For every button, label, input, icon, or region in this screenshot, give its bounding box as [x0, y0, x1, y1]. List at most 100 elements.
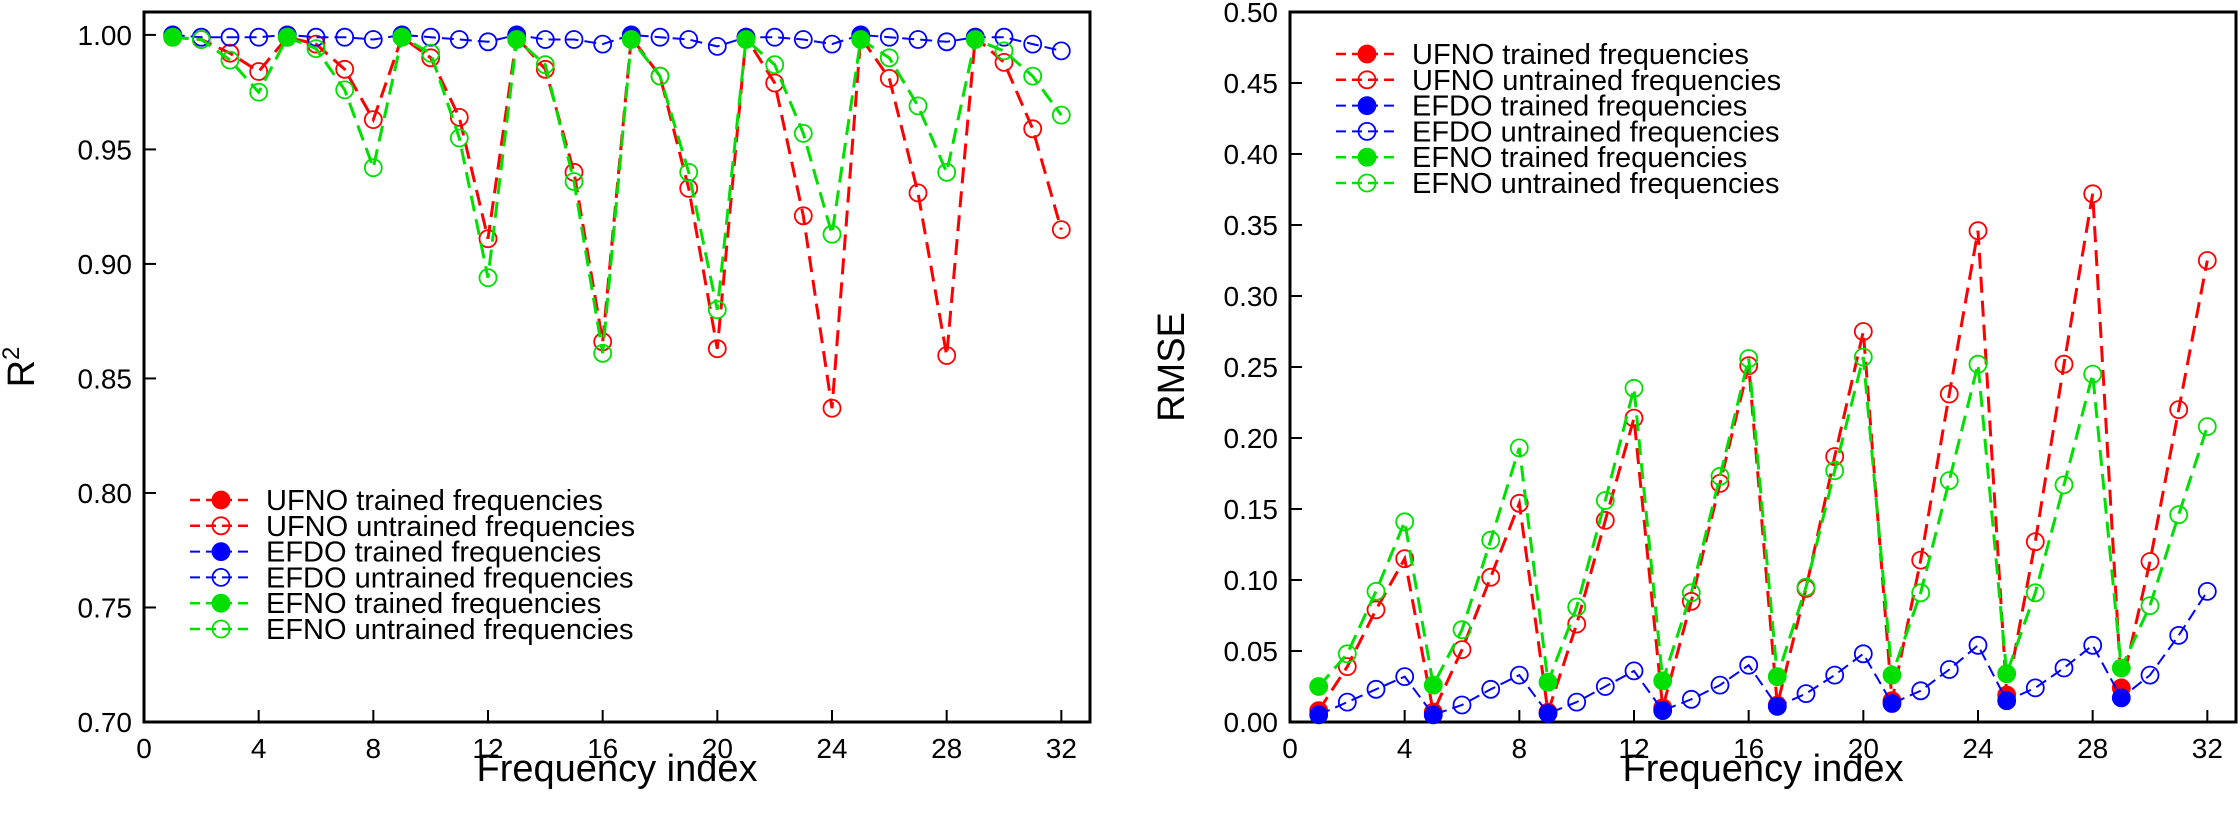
rmse-efno-trained-point: [1423, 675, 1443, 695]
rmse-legend-label: EFNO trained frequencies: [1412, 142, 1747, 174]
rmse-y-tick-label: 0.50: [1224, 0, 1279, 28]
rmse-ufno-untrained-point: [1509, 493, 1529, 513]
rmse-series: [1309, 184, 2217, 725]
rmse-legend-efno-untrained-marker: [1357, 173, 1377, 193]
r2-ufno-untrained-point: [707, 339, 727, 359]
rmse-ufno-untrained-point: [1624, 408, 1644, 428]
r2-y-tick-label: 0.85: [78, 363, 133, 394]
rmse-y-tick-label: 0.45: [1224, 68, 1279, 99]
rmse-efno-trained-point: [2111, 658, 2131, 678]
r2-efno-untrained-point: [650, 66, 670, 86]
rmse-y-tick-label: 0.20: [1224, 423, 1279, 454]
rmse-y-tick-label: 0.05: [1224, 636, 1279, 667]
r2-efno-untrained-point: [449, 128, 469, 148]
r2-ufno-untrained-point: [879, 69, 899, 88]
rmse-ufno-untrained-point: [1337, 657, 1357, 676]
r2-efno-untrained-point: [707, 300, 727, 320]
rmse-efdo-untrained-point: [1509, 665, 1529, 685]
rmse-y-tick-label: 0.35: [1224, 210, 1279, 241]
rmse-efno-untrained-point: [2054, 475, 2074, 495]
rmse-ufno-untrained-point: [1452, 640, 1472, 659]
r2-efno-trained-point: [507, 30, 527, 49]
rmse-efno-untrained-point: [1595, 491, 1615, 510]
r2-efno-untrained-point: [679, 162, 699, 182]
rmse-x-tick-label: 28: [2077, 733, 2108, 764]
r2-efno-untrained-point: [1023, 66, 1043, 86]
r2-legend-label: EFDO untrained frequencies: [266, 562, 634, 594]
rmse-ufno-untrained-point: [2083, 184, 2103, 204]
r2-legend-label: UFNO untrained frequencies: [266, 511, 635, 543]
r2-efdo-untrained-point: [249, 27, 269, 47]
rmse-efdo-trained-point: [1882, 694, 1902, 713]
r2-efdo-untrained-point: [765, 27, 785, 47]
r2-x-tick-label: 12: [472, 733, 503, 764]
r2-x-tick-label: 4: [251, 733, 267, 764]
rmse-efno-untrained-point: [1395, 512, 1415, 532]
r2-ufno-untrained-point: [937, 346, 957, 365]
rmse-efdo-untrained-point: [1739, 655, 1759, 675]
r2-efno-untrained-point: [822, 224, 842, 244]
rmse-y-tick-label: 0.00: [1224, 707, 1279, 738]
rmse-x-tick-label: 20: [1848, 733, 1879, 764]
r2-efdo-untrained-point: [650, 27, 670, 47]
r2-efdo-line: [172, 33, 1062, 52]
r2-legend-efdo-trained-marker: [211, 542, 231, 561]
rmse-efno-untrained-point: [1681, 583, 1701, 603]
rmse-y-tick-label: 0.40: [1224, 139, 1279, 170]
r2-ufno-untrained-point: [421, 48, 441, 68]
rmse-efno-untrained-point: [1710, 466, 1730, 486]
r2-efdo-untrained-point: [1023, 34, 1043, 54]
rmse-efdo-untrained-point: [2054, 658, 2074, 678]
r2-ufno-untrained-point: [249, 62, 269, 81]
r2-legend-efno-untrained-marker: [211, 619, 231, 639]
r2-efno-untrained-point: [363, 158, 383, 178]
rmse-efdo-untrained-point: [1825, 665, 1845, 685]
rmse-efno-line: [1317, 356, 2209, 690]
r2-efdo-untrained-point: [478, 32, 498, 52]
r2-efno-untrained-point: [593, 343, 613, 363]
rmse-x-tick-label: 24: [1962, 733, 1993, 764]
rmse-efno-untrained-point: [1825, 461, 1845, 481]
r2-y-axis: 0.70 0.75 0.80 0.85 0.90 0.95 1.00: [78, 20, 156, 738]
rmse-efno-untrained-point: [1853, 347, 1873, 367]
rmse-efdo-line: [1318, 590, 2209, 717]
rmse-efdo-untrained-point: [1710, 675, 1730, 695]
r2-ufno-untrained-point: [535, 59, 555, 79]
rmse-efdo-trained-point: [1767, 697, 1787, 716]
rmse-efno-untrained-point: [1939, 471, 1959, 491]
rmse-efdo-trained-point: [2111, 688, 2131, 708]
r2-legend-label: UFNO trained frequencies: [266, 485, 603, 517]
rmse-efno-untrained-point: [1366, 582, 1386, 601]
rmse-legend-label: EFDO untrained frequencies: [1412, 116, 1780, 148]
r2-ufno-untrained-point: [908, 183, 928, 203]
r2-ufno-untrained-point: [822, 398, 842, 418]
rmse-efno-untrained-point: [1567, 597, 1587, 617]
rmse-y-tick-label: 0.10: [1224, 565, 1279, 596]
rmse-efdo-trained-point: [1309, 705, 1329, 725]
r2-y-tick-label: 0.70: [78, 707, 133, 738]
rmse-x-tick-label: 32: [2192, 733, 2223, 764]
r2-legend-efno-trained-marker: [211, 593, 231, 613]
r2-ufno-untrained-point: [335, 59, 355, 79]
r2-ufno-untrained-point: [1051, 220, 1071, 240]
rmse-ufno-untrained-point: [1853, 322, 1873, 341]
rmse-legend-label: EFNO untrained frequencies: [1412, 168, 1780, 200]
r2-efdo-untrained-point: [793, 30, 813, 49]
rmse-ufno-untrained-point: [1567, 614, 1587, 634]
r2-y-tick-label: 0.95: [78, 134, 133, 165]
r2-ufno-untrained-point: [679, 178, 699, 198]
r2-efno-untrained-point: [421, 43, 441, 63]
rmse-legend-ufno-trained-marker: [1357, 44, 1377, 64]
rmse-ufno-untrained-point: [1968, 221, 1988, 241]
rmse-x-tick-label: 0: [1282, 733, 1298, 764]
r2-y-axis-title: R2: [0, 347, 43, 388]
r2-efdo-untrained-point: [449, 30, 469, 49]
rmse-x-axis: 0 4 8 12 16 20 24 28 32: [1282, 710, 2223, 764]
rmse-efno-untrained-point: [1968, 354, 1988, 374]
rmse-efdo-trained-point: [1538, 704, 1558, 723]
r2-efdo-untrained-point: [220, 27, 240, 47]
r2-efdo-untrained-point: [421, 27, 441, 47]
rmse-legend-label: UFNO untrained frequencies: [1412, 65, 1781, 97]
